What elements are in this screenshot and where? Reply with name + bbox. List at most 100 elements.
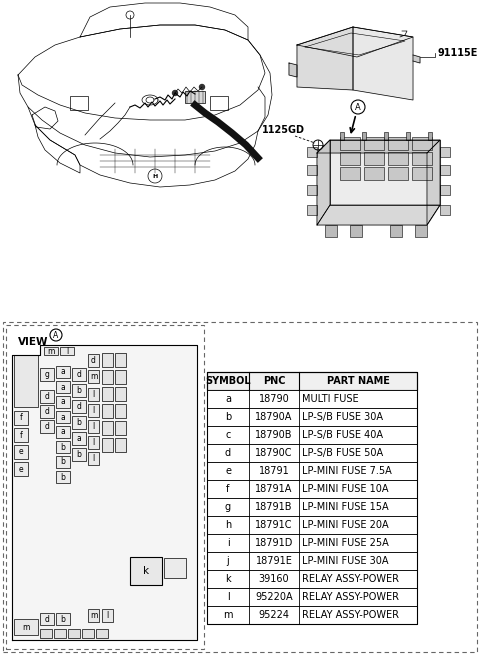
Bar — [207, 390, 417, 408]
Text: d: d — [45, 392, 49, 401]
Text: d: d — [45, 407, 49, 416]
Bar — [207, 498, 417, 516]
Text: e: e — [225, 466, 231, 476]
Text: m: m — [223, 610, 233, 620]
Bar — [164, 558, 186, 578]
Polygon shape — [427, 140, 440, 225]
Bar — [415, 225, 427, 237]
Bar — [102, 421, 113, 435]
Bar — [54, 629, 66, 638]
Text: LP-MINI FUSE 30A: LP-MINI FUSE 30A — [302, 556, 388, 566]
Text: RELAY ASSY-POWER: RELAY ASSY-POWER — [302, 574, 399, 584]
Text: a: a — [77, 434, 82, 443]
Text: h: h — [225, 520, 231, 530]
Bar — [56, 613, 70, 625]
Bar — [115, 421, 126, 435]
Bar — [14, 355, 38, 407]
Bar — [362, 132, 366, 140]
Bar — [88, 388, 99, 401]
Text: d: d — [45, 422, 49, 431]
Text: LP-MINI FUSE 25A: LP-MINI FUSE 25A — [302, 538, 389, 548]
Bar — [388, 152, 408, 165]
Text: b: b — [77, 386, 82, 395]
Bar — [14, 411, 28, 425]
Bar — [207, 426, 417, 444]
Text: g: g — [225, 502, 231, 512]
Bar — [102, 387, 113, 401]
Bar — [207, 372, 417, 624]
Bar — [325, 225, 337, 237]
Text: 18791B: 18791B — [255, 502, 293, 512]
Text: l: l — [92, 438, 95, 447]
Circle shape — [172, 90, 178, 96]
Text: 91115E: 91115E — [438, 48, 479, 58]
Bar — [56, 426, 70, 438]
Bar — [207, 588, 417, 606]
Polygon shape — [297, 27, 353, 90]
Text: 1125GD: 1125GD — [262, 125, 305, 135]
Bar — [207, 408, 417, 426]
Bar — [185, 91, 205, 103]
Text: A: A — [53, 331, 59, 339]
Text: 18790C: 18790C — [255, 448, 293, 458]
Text: l: l — [107, 611, 108, 620]
Bar — [96, 629, 108, 638]
Bar — [440, 165, 450, 175]
Polygon shape — [413, 55, 420, 63]
Text: g: g — [45, 370, 49, 379]
Text: a: a — [60, 367, 65, 377]
Bar — [56, 381, 70, 393]
Text: b: b — [77, 418, 82, 427]
Text: 95220A: 95220A — [255, 592, 293, 602]
Bar — [40, 420, 54, 433]
Text: 18791: 18791 — [259, 466, 289, 476]
Bar — [412, 152, 432, 165]
Bar — [6, 325, 204, 649]
Circle shape — [200, 84, 204, 90]
Bar — [40, 368, 54, 381]
Text: LP-MINI FUSE 7.5A: LP-MINI FUSE 7.5A — [302, 466, 392, 476]
Bar — [384, 132, 388, 140]
Bar — [307, 185, 317, 195]
Bar — [364, 167, 384, 180]
Bar — [88, 354, 99, 367]
Bar — [102, 609, 113, 622]
Bar — [88, 452, 99, 465]
Text: a: a — [60, 428, 65, 436]
Bar — [14, 428, 28, 442]
Bar — [388, 167, 408, 180]
Bar — [56, 471, 70, 483]
Text: j: j — [227, 556, 229, 566]
Text: 18791E: 18791E — [255, 556, 292, 566]
Polygon shape — [289, 63, 297, 77]
Bar — [340, 152, 360, 165]
Polygon shape — [317, 205, 440, 225]
Bar — [340, 137, 360, 150]
Bar — [440, 205, 450, 215]
Bar — [115, 353, 126, 367]
Text: m: m — [22, 622, 30, 631]
Text: LP-S/B FUSE 30A: LP-S/B FUSE 30A — [302, 412, 383, 422]
Bar — [56, 366, 70, 378]
Text: MULTI FUSE: MULTI FUSE — [302, 394, 359, 404]
Text: a: a — [60, 383, 65, 392]
Text: 18790B: 18790B — [255, 430, 293, 440]
Polygon shape — [330, 140, 440, 205]
Text: c: c — [225, 430, 231, 440]
Bar — [207, 606, 417, 624]
Bar — [115, 370, 126, 384]
Bar — [72, 416, 86, 429]
Bar — [72, 400, 86, 413]
Bar — [388, 137, 408, 150]
Polygon shape — [353, 27, 413, 100]
Text: d: d — [225, 448, 231, 458]
Text: k: k — [225, 574, 231, 584]
Bar — [406, 132, 410, 140]
Text: RELAY ASSY-POWER: RELAY ASSY-POWER — [302, 592, 399, 602]
Text: PART NAME: PART NAME — [326, 376, 389, 386]
Bar — [56, 396, 70, 408]
Text: LP-MINI FUSE 15A: LP-MINI FUSE 15A — [302, 502, 389, 512]
Bar — [56, 456, 70, 468]
Text: f: f — [20, 413, 23, 422]
Text: b: b — [60, 614, 65, 624]
